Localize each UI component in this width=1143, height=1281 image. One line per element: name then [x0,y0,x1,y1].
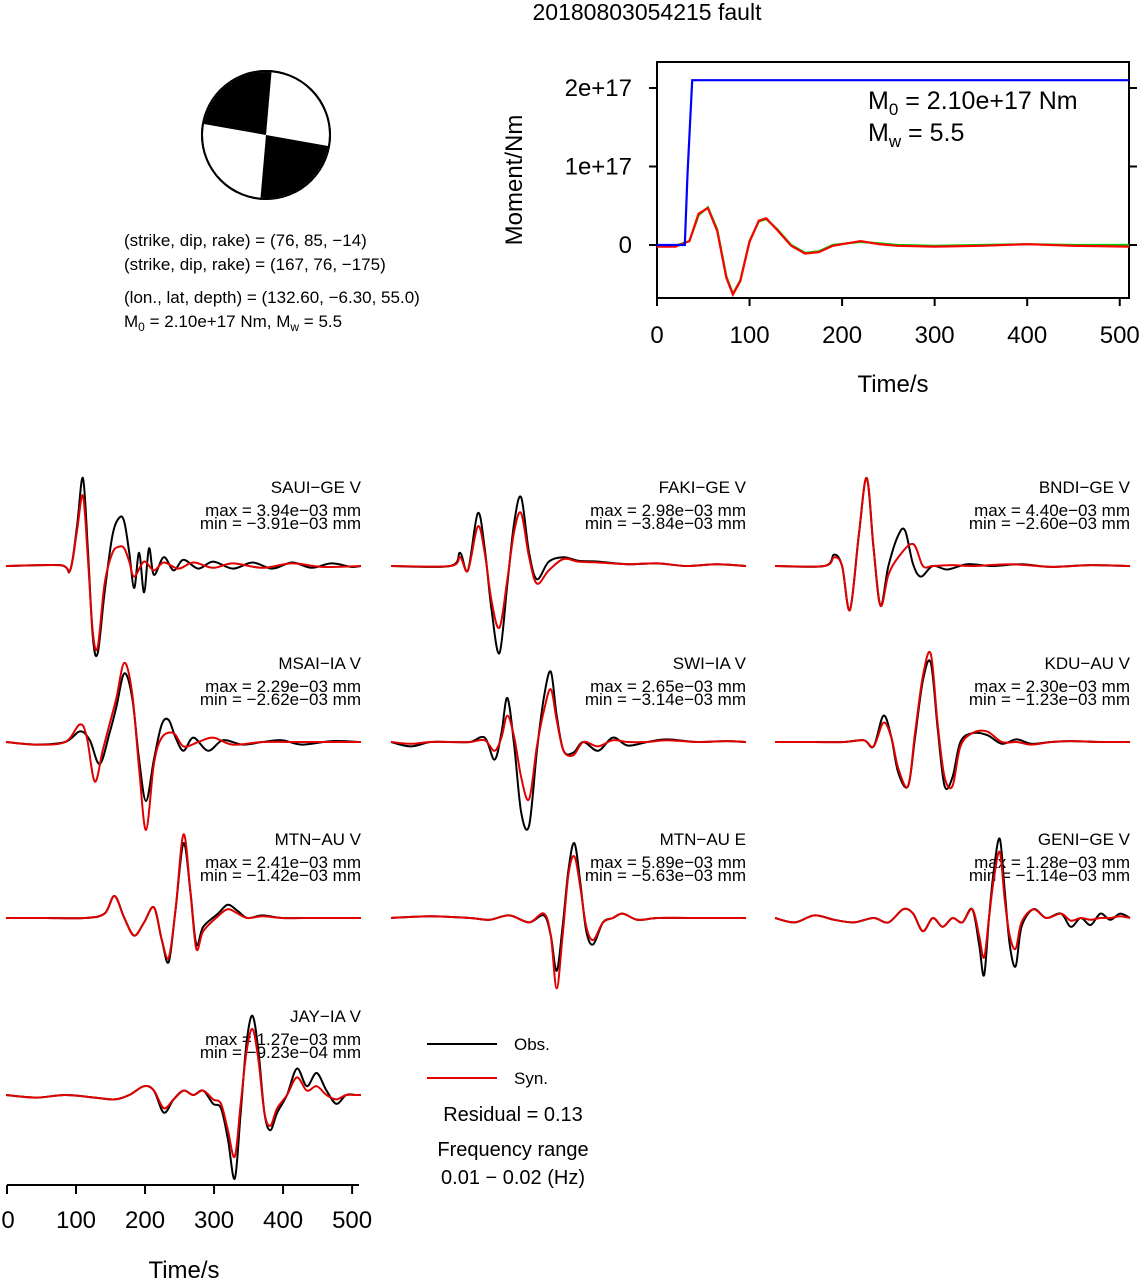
waveform-observed-trace [774,476,1131,612]
waveform-synthetic-trace [774,850,1131,959]
waveform-min-label: min = −3.14e−03 mm [585,690,746,709]
waveform-min-label: min = −1.14e−03 mm [969,866,1130,885]
moment-rate-ytick-label: 2e+17 [565,75,632,102]
waveform-synthetic-trace [390,854,746,990]
moment-rate-mw-annotation: Mw = 5.5 [868,119,964,151]
waveform-station-label: GENI−GE V [1038,830,1131,849]
waveform-xtick-label: 200 [125,1207,165,1234]
waveform-synthetic-trace [774,476,1131,612]
legend-obs-label: Obs. [514,1035,550,1054]
waveform-min-label: min = −3.84e−03 mm [585,514,746,533]
waveform-min-label: min = −5.63e−03 mm [585,866,746,885]
beachball-compressional-quadrant [203,72,272,135]
moment-rate-ylabel: Moment/Nm [501,115,528,246]
waveform-max-label: max = 4.40e−03 mm [974,501,1130,520]
mechanism-line-2: (strike, dip, rake) = (167, 76, −175) [124,255,386,274]
waveform-station-label: SWI−IA V [673,654,747,673]
waveform-max-label: max = 5.89e−03 mm [590,853,746,872]
moment-rate-m0-annotation: M0 = 2.10e+17 Nm [868,87,1078,119]
waveform-max-label: max = 2.98e−03 mm [590,501,746,520]
waveform-max-label: max = 1.27e−03 mm [205,1030,361,1049]
waveform-station-label: JAY−IA V [290,1007,362,1026]
moment-rate-ytick-label: 0 [619,232,632,259]
moment-rate-frame [656,61,1130,299]
waveform-synthetic-trace [390,688,747,802]
moment-rate-ytick-label: 1e+17 [565,154,632,181]
waveform-max-label: max = 2.41e−03 mm [205,853,361,872]
moment-rate-xlabel: Time/s [857,371,928,398]
waveform-min-label: min = −2.62e−03 mm [200,690,361,709]
beachball-compressional-quadrant [260,135,329,199]
mechanism-mw-value: 5.5 [318,312,342,331]
waveform-max-label: max = 2.30e−03 mm [974,677,1130,696]
waveform-max-label: max = 3.94e−03 mm [205,501,361,520]
legend-frequency-value: 0.01 − 0.02 (Hz) [441,1167,585,1189]
beachball [201,70,331,200]
beachball-rim [201,70,331,200]
legend-residual: Residual = 0.13 [443,1104,583,1126]
moment-rate-xtick-label: 300 [915,322,955,349]
moment-rate-series-line [657,206,1130,298]
waveform-min-label: min = −2.60e−03 mm [969,514,1130,533]
waveform-legend: Obs. Syn. Residual = 0.13 Frequency rang… [427,1035,589,1189]
waveform-synthetic-trace [390,511,747,630]
waveform-xtick-label: 400 [263,1207,303,1234]
waveform-synthetic-trace [5,1027,361,1159]
waveform-time-axis: Time/s 0 100 200 300 400 500 [1,1184,372,1281]
waveform-station-label: MSAI−IA V [278,654,361,673]
waveform-synthetic-trace [5,661,361,832]
waveform-synthetic-trace [6,833,361,960]
figure-title: 20180803054215 fault [533,0,763,25]
moment-rate-plot: Moment/Nm Time/s M0 = 2.10e+17 Nm Mw = 5… [501,61,1140,398]
moment-rate-xtick-label: 500 [1100,322,1140,349]
mechanism-line-1: (strike, dip, rake) = (76, 85, −14) [124,231,367,250]
moment-rate-m0-value: 2.10e+17 Nm [927,87,1078,115]
waveform-station-label: SAUI−GE V [271,478,362,497]
waveform-min-label: min = −1.23e−03 mm [969,690,1130,709]
waveform-min-label: min = −9.23e−04 mm [200,1043,361,1062]
waveform-xlabel: Time/s [148,1257,219,1281]
waveform-station-label: MTN−AU E [660,830,746,849]
mechanism-line-3: (lon., lat, depth) = (132.60, −6.30, 55.… [124,288,420,307]
waveform-xtick-label: 100 [56,1207,96,1234]
legend-syn-label: Syn. [514,1069,548,1088]
waveform-max-label: max = 2.65e−03 mm [590,677,746,696]
moment-rate-series-line [657,79,1129,247]
waveform-xtick-label: 0 [1,1207,14,1234]
waveform-max-label: max = 1.28e−03 mm [974,853,1130,872]
moment-rate-mw-value: 5.5 [930,119,965,147]
mechanism-m0-value: 2.10e+17 Nm [164,312,267,331]
moment-rate-xtick-label: 400 [1007,322,1047,349]
waveform-synthetic-trace [5,494,362,652]
moment-rate-xtick-label: 100 [730,322,770,349]
waveform-station-label: BNDI−GE V [1039,478,1131,497]
waveform-station-label: FAKI−GE V [659,478,747,497]
waveform-xtick-label: 300 [194,1207,234,1234]
waveform-min-label: min = −3.91e−03 mm [200,514,361,533]
waveform-max-label: max = 2.29e−03 mm [205,677,361,696]
waveform-station-label: MTN−AU V [275,830,362,849]
waveform-observed-trace [390,670,747,831]
moment-rate-xtick-label: 200 [822,322,862,349]
mechanism-line-4: M0 = 2.10e+17 Nm, Mw = 5.5 [124,312,342,334]
waveform-station-label: KDU−AU V [1045,654,1131,673]
waveform-xtick-label: 500 [332,1207,372,1234]
waveform-min-label: min = −1.42e−03 mm [200,866,361,885]
waveform-synthetic-trace [774,651,1131,790]
legend-frequency-title: Frequency range [437,1139,588,1161]
moment-rate-xtick-label: 0 [650,322,663,349]
